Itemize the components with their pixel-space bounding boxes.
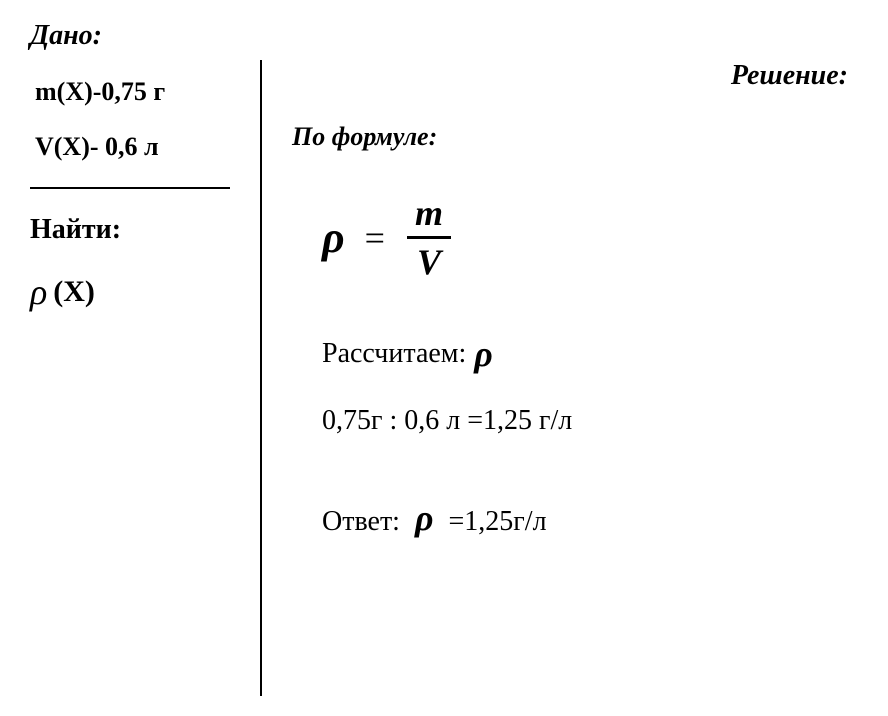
find-variable: ρ (X) — [30, 271, 250, 313]
calc-label: Рассчитаем: — [322, 338, 466, 370]
rho-symbol-formula: ρ — [322, 212, 345, 263]
dano-label: Дано: — [30, 20, 250, 52]
density-formula: ρ = m V — [322, 192, 858, 283]
rho-symbol: ρ — [30, 271, 47, 313]
rho-symbol-calc: ρ — [474, 333, 493, 375]
answer-value: =1,25г/л — [449, 506, 547, 538]
reshenie-label: Решение: — [292, 60, 858, 92]
given-section: Дано: m(X)-0,75 г V(X)- 0,6 л Найти: ρ (… — [30, 20, 260, 696]
problem-container: Дано: m(X)-0,75 г V(X)- 0,6 л Найти: ρ (… — [30, 20, 858, 696]
find-var-x: (X) — [53, 275, 95, 309]
given-mass: m(X)-0,75 г — [35, 77, 250, 107]
formula-label: По формуле: — [292, 122, 858, 152]
calculation-line: 0,75г : 0,6 л =1,25 г/л — [322, 405, 858, 437]
given-volume: V(X)- 0,6 л — [35, 132, 250, 162]
equals-sign: = — [365, 217, 385, 259]
horizontal-divider — [30, 187, 230, 189]
find-label: Найти: — [30, 214, 250, 246]
answer-label: Ответ: — [322, 506, 400, 538]
denominator: V — [407, 236, 451, 283]
numerator: m — [405, 192, 453, 236]
solution-section: Решение: По формуле: ρ = m V Рассчитаем:… — [260, 60, 858, 696]
fraction: m V — [405, 192, 453, 283]
calc-label-line: Рассчитаем: ρ — [322, 333, 858, 375]
rho-symbol-answer: ρ — [415, 497, 434, 539]
answer-line: Ответ: ρ =1,25г/л — [322, 497, 858, 539]
